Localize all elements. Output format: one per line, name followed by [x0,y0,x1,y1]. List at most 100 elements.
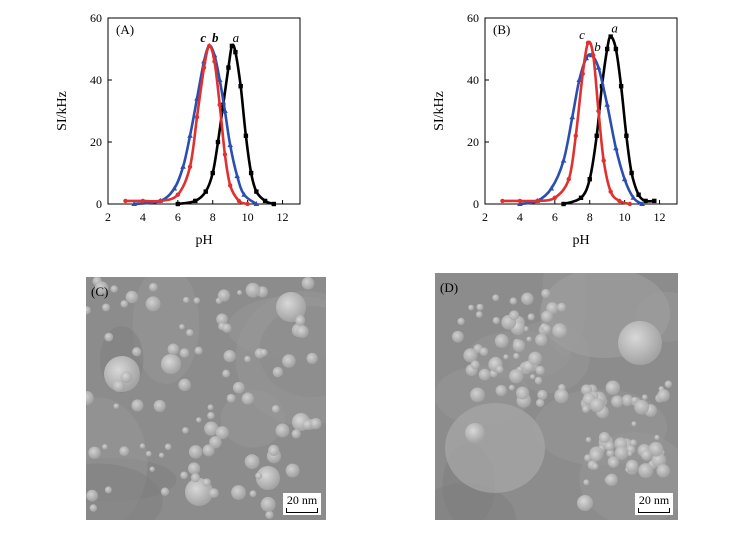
particle-small-c-36 [86,306,91,315]
particle-small-d-94 [496,365,504,374]
data-point-a-b-14 [253,201,260,206]
particle-small-d-104 [535,365,545,375]
y-tick-label-a-20: 20 [90,135,102,149]
particle-small-d-96 [528,351,542,366]
curve-label-b-c: c [579,27,585,42]
particle-small-d-27 [654,434,660,441]
data-point-b-c-2 [535,198,540,204]
data-point-a-c-11 [227,183,233,188]
data-point-b-a-9 [624,133,629,138]
data-point-b-b-0 [517,201,523,206]
particle-small-d-8 [541,288,551,299]
micrograph-label-c: (C) [91,284,109,299]
data-point-a-c-7 [207,43,212,49]
particle-small-c-34 [241,392,254,405]
particle-small-c-53 [302,419,313,430]
particle-small-d-118 [495,384,507,397]
particle-small-c-43 [145,296,161,312]
particle-small-d-95 [648,441,664,457]
particle-small-d-86 [509,369,524,384]
data-point-a-b-3 [180,163,186,169]
particle-small-d-110 [542,324,551,334]
particle-small-d-99 [589,398,605,413]
particle-small-d-18 [463,348,478,363]
particle-small-c-30 [194,346,203,355]
data-point-b-a-6 [608,34,613,39]
x-tick-label-b-8: 8 [587,210,593,224]
particle-small-c-37 [145,450,152,457]
particle-small-c-89 [88,446,101,459]
particle-small-c-2 [223,349,236,363]
particle-small-d-54 [557,302,567,312]
data-point-a-a-9 [238,84,243,89]
data-point-b-c-10 [601,158,606,163]
data-point-a-c-5 [194,115,200,120]
micro-bright-region-d-1 [445,403,545,493]
particle-small-d-105 [583,479,590,486]
micro-shade-c-1 [86,397,148,520]
particle-small-c-61 [202,478,211,487]
particle-small-c-72 [179,324,185,330]
data-point-a-a-12 [254,189,259,194]
particle-small-d-107 [611,395,624,408]
particle-small-c-14 [132,347,142,357]
particle-small-c-48 [158,452,165,458]
particle-small-c-74 [139,443,146,449]
data-point-b-b-8 [595,64,602,70]
y-tick-label-a-40: 40 [90,73,102,87]
particle-small-d-82 [492,294,500,302]
particle-small-d-40 [515,386,530,400]
particle-small-c-59 [255,472,263,480]
particle-small-d-117 [614,446,629,461]
scale-bar-d: 20 nm [635,493,673,515]
particle-small-c-58 [245,282,261,298]
particle-small-d-116 [509,310,520,321]
particle-small-c-57 [295,315,306,326]
data-point-a-b-11 [227,142,233,148]
data-point-a-c-0 [123,198,128,204]
particle-small-d-101 [638,463,654,479]
x-tick-label-a-2: 2 [105,210,111,224]
data-point-a-a-4 [215,139,221,145]
particle-small-c-75 [178,378,191,392]
particle-small-c-76 [190,473,201,483]
particle-small-d-70 [479,347,489,356]
data-point-a-a-11 [248,170,254,176]
data-point-a-a-10 [243,133,249,138]
particle-small-d-65 [605,473,618,487]
x-tick-label-b-10: 10 [619,210,631,224]
data-point-b-a-1 [578,195,584,200]
y-tick-label-a-0: 0 [96,197,102,211]
data-point-b-c-11 [608,189,613,194]
particle-small-d-32 [530,374,536,380]
particle-small-d-106 [541,310,553,323]
plot-frame-b [484,17,678,205]
data-point-b-c-0 [500,198,505,204]
micrograph-panel-d: (D) 20 nm [435,273,678,520]
particle-small-c-69 [89,504,98,512]
micro-shade-c-6 [235,290,326,426]
particle-small-d-92 [512,339,526,352]
particle-large-c-0 [276,292,306,322]
y-tick-label-b-20: 20 [467,135,479,149]
data-point-a-a-14 [271,201,277,207]
data-point-a-a-13 [262,198,268,204]
particle-small-c-67 [104,332,114,342]
data-point-b-b-2 [548,185,555,191]
x-tick-label-a-10: 10 [242,210,254,224]
panel-label-a: (A) [116,22,134,37]
particle-small-c-80 [207,404,214,411]
particle-small-c-77 [180,471,188,480]
particle-small-d-33 [631,396,638,404]
particle-small-d-109 [582,405,590,413]
particle-small-d-30 [526,336,532,342]
data-point-a-a-1 [193,198,198,204]
data-point-b-b-11 [621,176,628,182]
particle-small-d-88 [537,389,548,400]
particle-small-d-3 [621,394,634,407]
data-point-a-c-4 [187,164,193,169]
particle-small-d-12 [457,317,465,326]
x-tick-label-b-4: 4 [517,210,523,224]
particle-small-c-79 [94,281,109,295]
x-tick-label-a-6: 6 [175,210,181,224]
